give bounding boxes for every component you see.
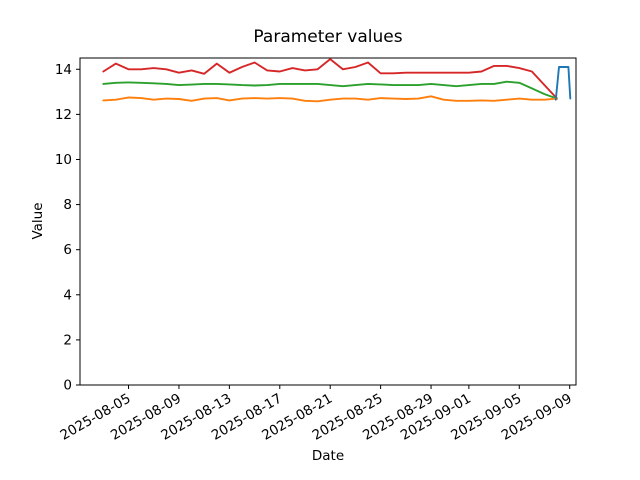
chart-title: Parameter values (253, 27, 403, 47)
y-tick-label: 10 (55, 152, 72, 168)
y-tick-label: 6 (63, 242, 72, 258)
blue-series-line (554, 66, 572, 101)
x-axis-label: Date (311, 448, 345, 464)
y-tick-label: 8 (63, 197, 72, 213)
y-tick-label: 4 (63, 287, 72, 303)
y-tick-label: 14 (55, 62, 72, 78)
red-series-line (102, 58, 559, 100)
green-series-line (102, 80, 559, 100)
y-tick-label: 2 (63, 332, 72, 348)
y-tick-label: 12 (55, 107, 72, 123)
plot-frame (79, 57, 577, 386)
y-axis-label: Value (30, 202, 46, 240)
y-tick-label: 0 (63, 378, 72, 394)
orange-series-line (102, 95, 559, 103)
